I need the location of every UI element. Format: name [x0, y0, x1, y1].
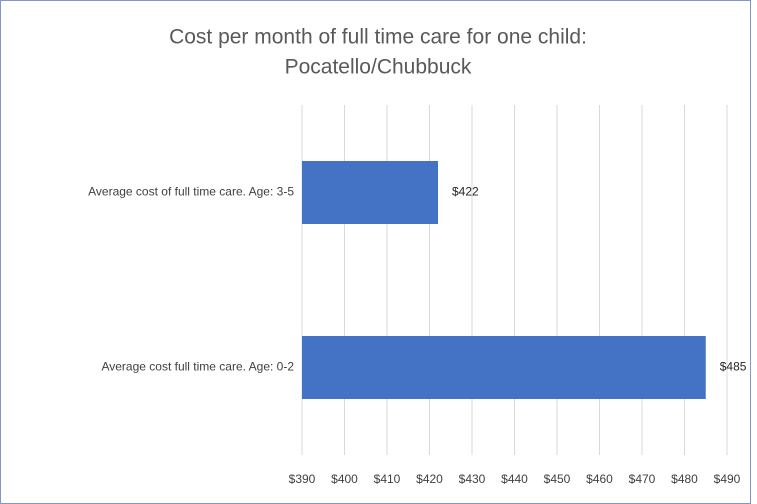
- x-tick-label: $490: [714, 472, 741, 486]
- x-tick-label: $480: [671, 472, 698, 486]
- x-tick-label: $470: [629, 472, 656, 486]
- chart-title: Pocatello/Chubbuck: [285, 56, 472, 79]
- x-tick-label: $390: [289, 472, 316, 486]
- x-tick-label: $430: [459, 472, 486, 486]
- chart-title: Cost per month of full time care for one…: [169, 26, 587, 49]
- value-label: $485: [720, 360, 747, 374]
- x-tick-label: $400: [331, 472, 358, 486]
- bar: [302, 336, 706, 399]
- x-tick-label: $450: [544, 472, 571, 486]
- y-tick-label: Average cost full time care. Age: 0-2: [101, 360, 294, 374]
- value-label: $422: [452, 185, 479, 199]
- x-tick-label: $440: [501, 472, 528, 486]
- bar: [302, 161, 438, 224]
- y-tick-label: Average cost of full time care. Age: 3-5: [88, 185, 294, 199]
- x-tick-label: $420: [416, 472, 443, 486]
- x-tick-label: $410: [374, 472, 401, 486]
- x-tick-label: $460: [586, 472, 613, 486]
